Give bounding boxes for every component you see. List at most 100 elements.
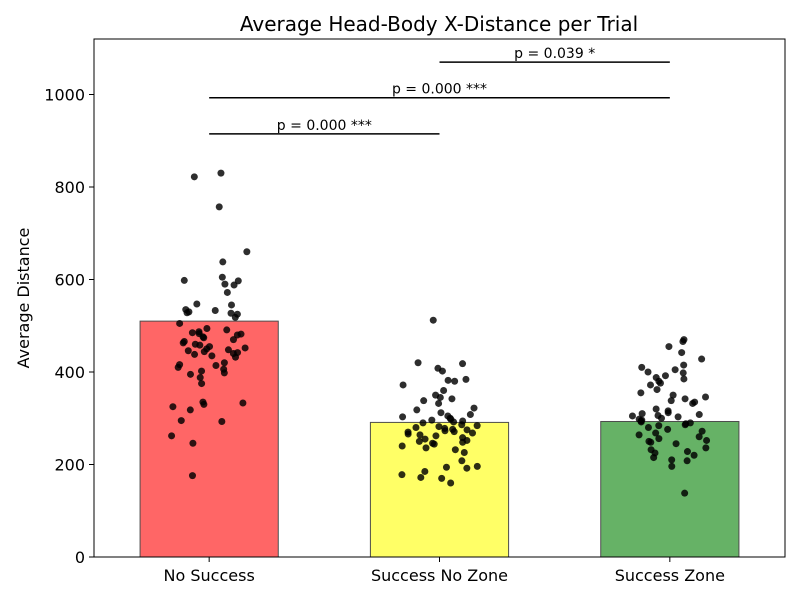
data-point	[652, 429, 660, 437]
data-point	[671, 366, 679, 374]
data-point	[190, 173, 198, 181]
data-point	[653, 386, 661, 394]
data-point	[183, 309, 191, 317]
data-point	[432, 432, 440, 440]
data-point	[450, 418, 458, 426]
data-point	[442, 463, 450, 471]
significance-label: p = 0.000 ***	[277, 118, 372, 134]
data-point	[398, 442, 406, 450]
data-point	[444, 376, 452, 384]
data-point	[417, 473, 425, 481]
data-point	[672, 440, 680, 448]
data-point	[227, 309, 235, 317]
data-point	[399, 413, 407, 421]
data-point	[451, 446, 459, 454]
data-point	[638, 410, 646, 418]
data-point	[203, 325, 211, 333]
data-point	[239, 399, 247, 407]
data-point	[678, 349, 686, 357]
data-point	[413, 406, 421, 414]
data-point	[635, 431, 643, 439]
data-point	[698, 427, 706, 435]
data-point	[702, 444, 710, 452]
data-point	[637, 389, 645, 397]
data-point	[422, 444, 430, 452]
data-point	[679, 337, 687, 345]
data-point	[459, 438, 467, 446]
data-point	[437, 409, 445, 417]
data-point	[196, 341, 204, 349]
data-point	[404, 430, 412, 438]
data-point	[198, 367, 206, 375]
data-point	[656, 379, 664, 387]
data-point	[680, 361, 688, 369]
data-point	[695, 411, 703, 419]
data-point	[628, 412, 636, 420]
data-point	[463, 464, 471, 472]
data-point	[416, 431, 424, 439]
data-point	[644, 368, 652, 376]
data-point	[169, 403, 177, 411]
data-point	[221, 280, 229, 288]
data-point	[681, 489, 689, 497]
data-point	[647, 438, 655, 446]
data-point	[217, 169, 225, 177]
data-point	[466, 411, 474, 419]
data-point	[176, 319, 184, 327]
data-point	[668, 456, 676, 464]
y-tick-label: 400	[54, 363, 85, 382]
data-point	[399, 381, 407, 389]
data-point	[200, 400, 208, 408]
data-point	[681, 395, 689, 403]
data-point	[448, 395, 456, 403]
data-point	[451, 377, 459, 385]
data-point	[231, 313, 239, 321]
data-point	[438, 474, 446, 482]
data-point	[229, 336, 237, 344]
data-point	[683, 457, 691, 465]
data-point	[198, 380, 206, 388]
data-point	[420, 397, 428, 405]
data-point	[447, 479, 455, 487]
data-point	[657, 414, 665, 422]
data-point	[188, 329, 196, 337]
data-point	[650, 454, 658, 462]
data-point	[189, 439, 197, 447]
data-point	[228, 301, 236, 309]
data-point	[177, 417, 185, 425]
data-point	[664, 409, 672, 417]
data-point	[223, 288, 231, 296]
data-point	[460, 448, 468, 456]
bar-success-no-zone	[369, 421, 510, 558]
data-point	[223, 326, 231, 334]
data-point	[679, 369, 687, 377]
data-point	[680, 375, 688, 383]
data-point	[664, 425, 672, 433]
data-point	[468, 429, 476, 437]
axes-group: 0 200 400 600 800 1000 No Success Success No Zo…	[44, 38, 786, 585]
data-point	[186, 370, 194, 378]
data-point	[174, 363, 182, 371]
data-point	[421, 435, 429, 443]
data-point	[435, 399, 443, 407]
data-point	[191, 350, 199, 358]
data-point	[421, 467, 429, 475]
data-point	[646, 381, 654, 389]
y-tick-label: 600	[54, 271, 85, 290]
data-point	[211, 306, 219, 314]
data-point	[218, 417, 226, 425]
data-point	[196, 374, 204, 382]
data-point	[186, 406, 194, 414]
data-point	[667, 397, 675, 405]
data-point	[232, 353, 240, 361]
y-tick-label: 800	[54, 178, 85, 197]
data-point	[459, 360, 467, 368]
data-point	[681, 421, 689, 429]
data-point	[669, 391, 677, 399]
bar-no-success	[139, 320, 279, 558]
data-point	[458, 421, 466, 429]
data-point	[637, 418, 645, 426]
x-tick-label: Success No Zone	[371, 566, 508, 585]
data-point	[683, 448, 691, 456]
